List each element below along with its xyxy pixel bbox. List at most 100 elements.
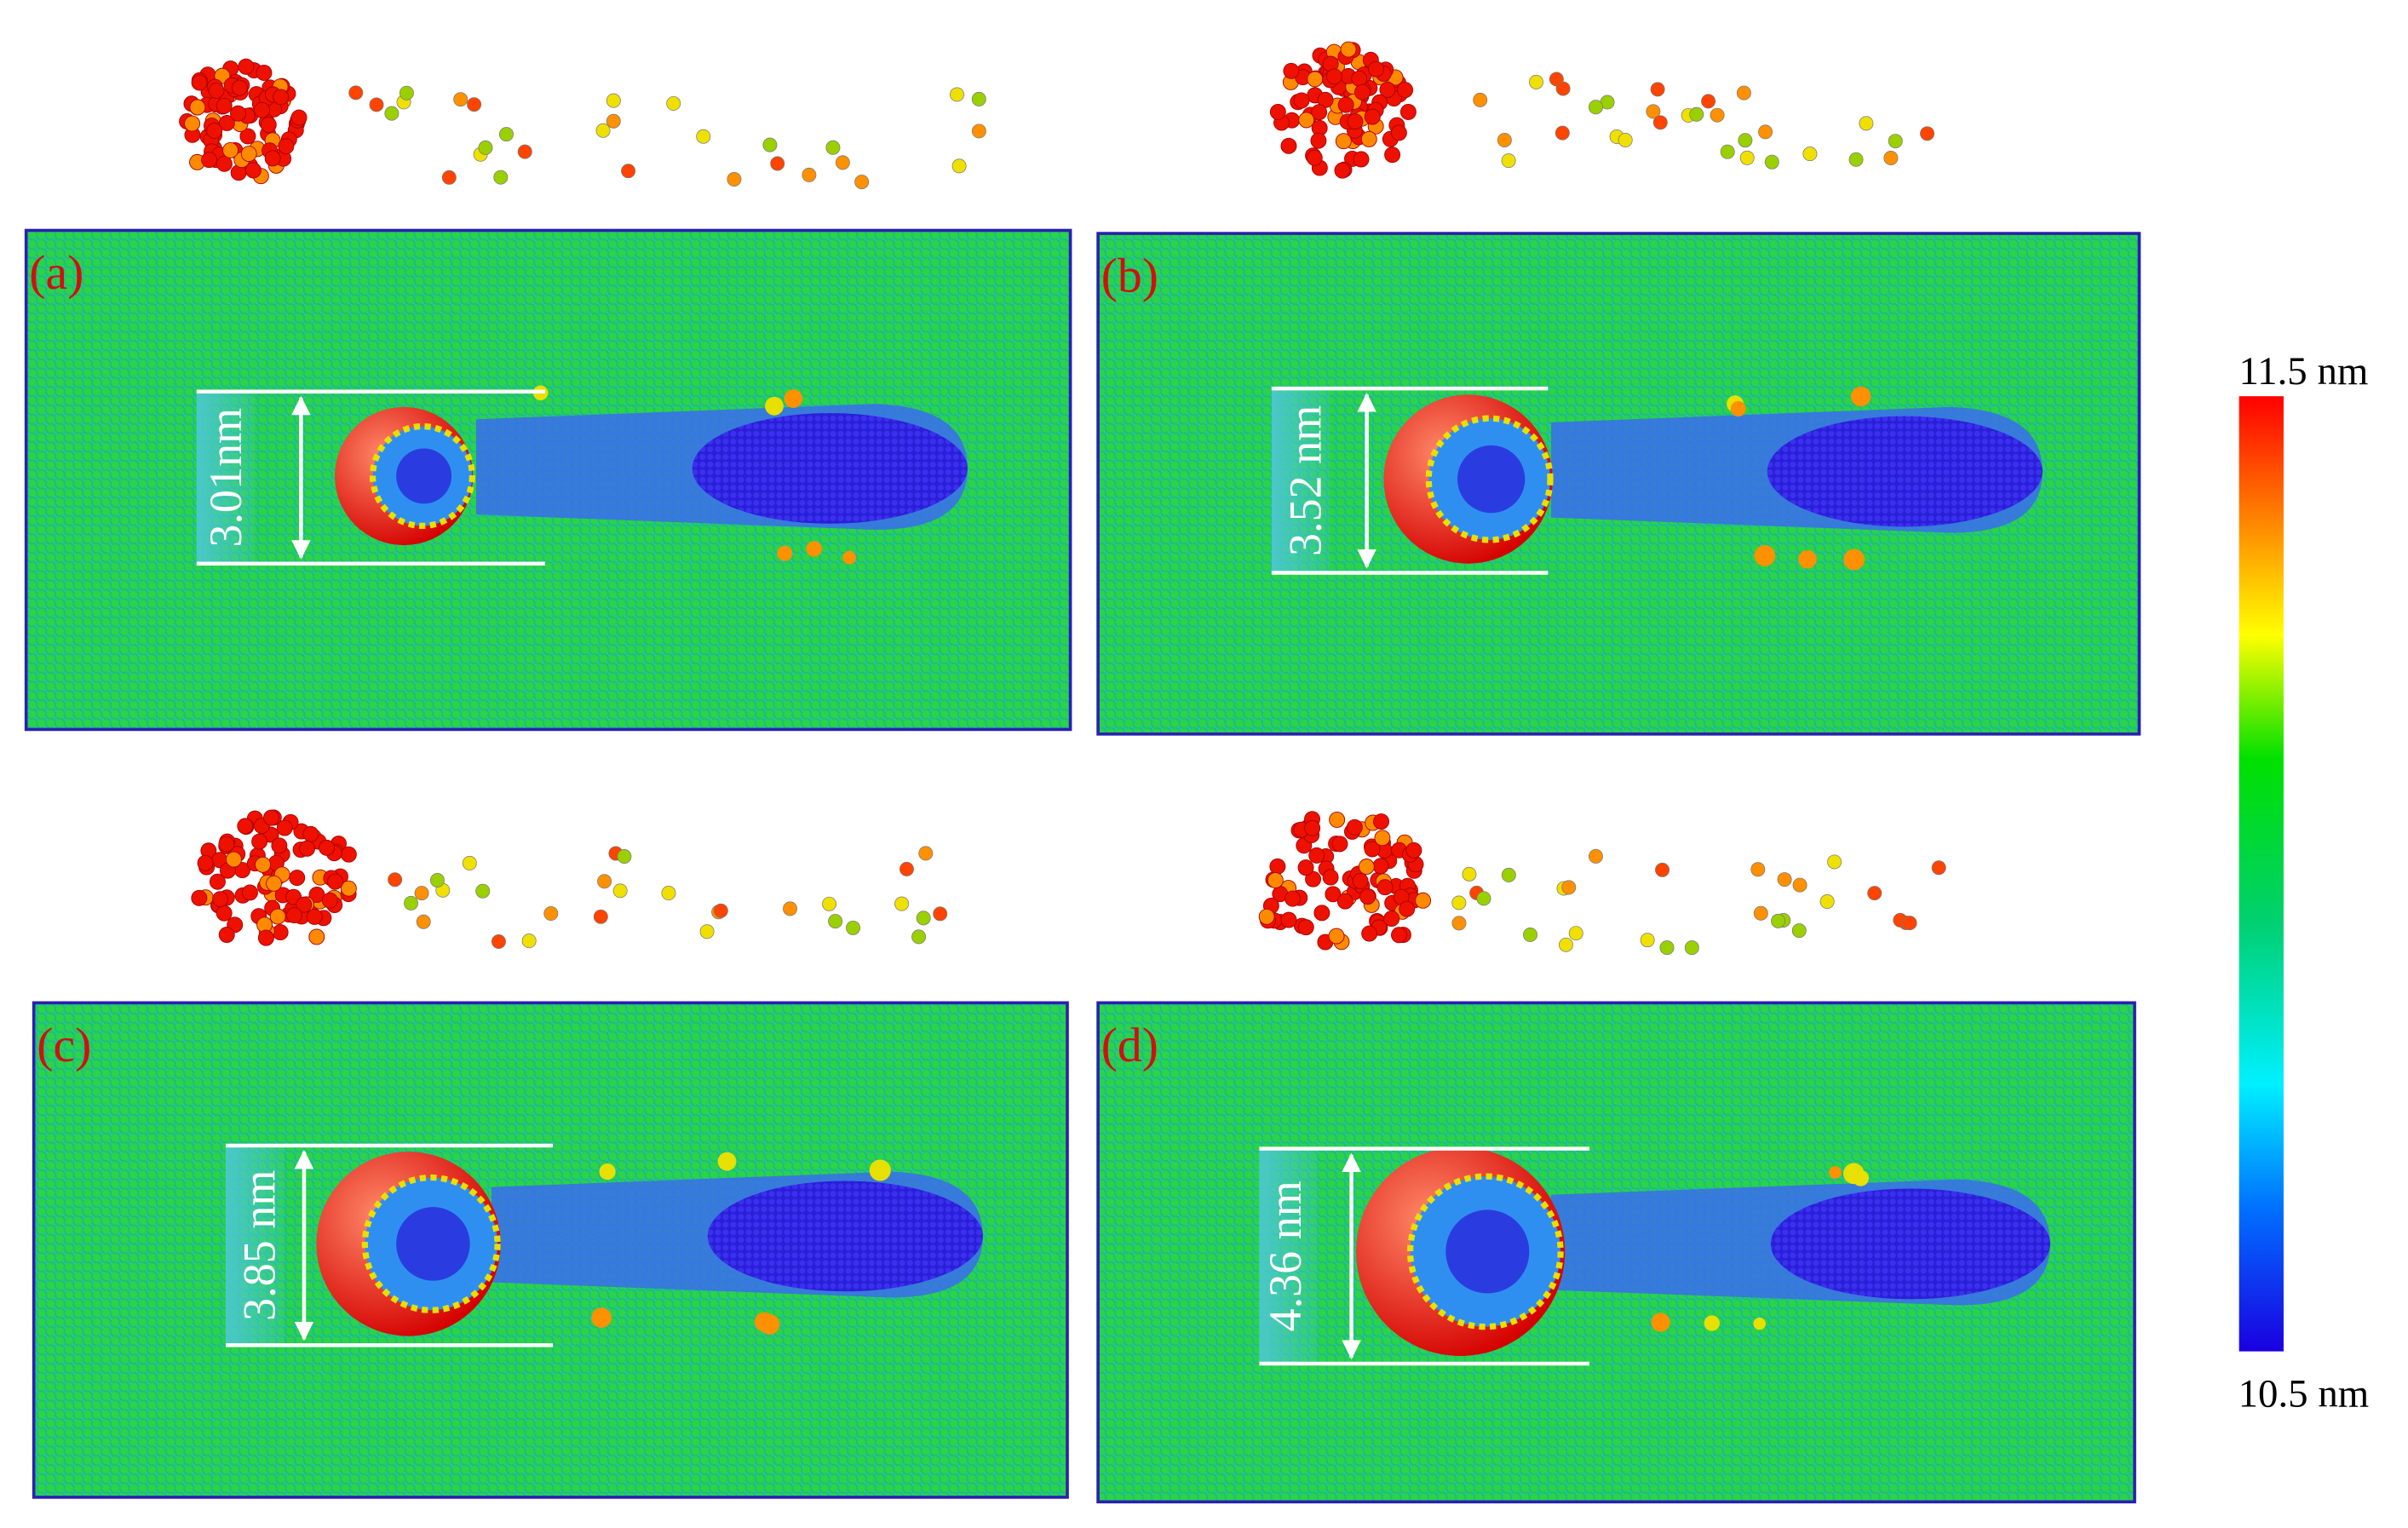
cluster-atom bbox=[1283, 62, 1300, 79]
cluster-atom bbox=[209, 873, 226, 890]
cluster-atom bbox=[414, 886, 429, 901]
debris bbox=[599, 1163, 616, 1180]
cluster-atom bbox=[478, 140, 493, 155]
cluster-atom bbox=[1848, 152, 1864, 167]
cluster-atom bbox=[1561, 880, 1577, 895]
cluster-atom bbox=[1827, 854, 1842, 870]
cluster-atom bbox=[266, 875, 282, 892]
debris bbox=[1829, 1166, 1842, 1179]
cluster-atom bbox=[189, 99, 206, 116]
cluster-atom bbox=[597, 874, 612, 889]
cluster-atom bbox=[1655, 862, 1670, 877]
cluster-atom bbox=[1501, 153, 1516, 169]
cluster-atom bbox=[1267, 872, 1284, 889]
debris bbox=[1730, 400, 1746, 417]
cluster-atom bbox=[1383, 910, 1400, 928]
debris bbox=[1753, 1317, 1766, 1330]
cluster-atom bbox=[306, 908, 323, 925]
cluster-atom bbox=[916, 910, 931, 926]
cluster-atom bbox=[825, 140, 841, 155]
cluster-atom bbox=[1640, 933, 1655, 948]
measurement-label: 3.85 nm bbox=[234, 1170, 285, 1321]
cluster-atom bbox=[462, 855, 477, 870]
trench-deep bbox=[707, 1180, 983, 1292]
cluster-atom bbox=[237, 818, 254, 835]
cluster-atom bbox=[1269, 858, 1286, 875]
trench-deep bbox=[1770, 1188, 2050, 1300]
cluster-atom bbox=[1354, 83, 1371, 101]
cluster-atom bbox=[1391, 927, 1407, 944]
cluster-atom bbox=[244, 162, 261, 179]
debris bbox=[1850, 386, 1871, 407]
cluster-atom bbox=[241, 884, 258, 901]
cluster-atom bbox=[1710, 107, 1725, 123]
cluster-atom bbox=[441, 169, 457, 185]
debris bbox=[759, 1313, 780, 1335]
cluster-atom bbox=[1659, 940, 1675, 956]
cluster-atom bbox=[1588, 100, 1603, 115]
cluster-atom bbox=[208, 82, 225, 99]
cluster-atom bbox=[238, 58, 255, 75]
panel-label: (c) bbox=[37, 1019, 91, 1072]
cluster-atom bbox=[1368, 60, 1384, 78]
cluster-atom bbox=[770, 156, 785, 171]
cluster-atom bbox=[1771, 913, 1785, 928]
cluster-atom bbox=[273, 89, 290, 106]
cluster-atom bbox=[1359, 888, 1376, 905]
cluster-atom bbox=[429, 873, 445, 888]
cluster-atom bbox=[216, 97, 233, 114]
colorbar bbox=[2238, 396, 2284, 1352]
cluster-atom bbox=[276, 819, 293, 836]
debris bbox=[717, 1152, 737, 1171]
cluster-atom bbox=[191, 74, 208, 91]
cluster-atom bbox=[621, 164, 636, 179]
panel: 4.36 nm (d) bbox=[1096, 811, 2136, 1504]
cluster-atom bbox=[1399, 103, 1417, 120]
cluster-atom bbox=[713, 903, 728, 918]
cluster-atom bbox=[1379, 81, 1396, 98]
cluster-atom bbox=[951, 158, 967, 174]
debris bbox=[1754, 545, 1776, 566]
cluster-atom bbox=[835, 155, 850, 170]
cluster-atom bbox=[384, 106, 399, 121]
debris bbox=[1798, 549, 1817, 569]
colorbar-min: 10.5 nm bbox=[2238, 1372, 2370, 1416]
cluster-atom bbox=[661, 885, 676, 900]
cluster-atom bbox=[1280, 137, 1297, 154]
cluster-atom bbox=[612, 883, 628, 899]
cluster-atom bbox=[388, 872, 403, 888]
cluster-atom bbox=[1331, 836, 1348, 853]
cluster-atom bbox=[762, 137, 778, 152]
cluster-atom bbox=[263, 809, 279, 826]
cluster-atom bbox=[1867, 886, 1882, 901]
cluster-atom bbox=[1473, 92, 1488, 107]
cluster-atom bbox=[1883, 151, 1899, 165]
cluster-atom bbox=[499, 127, 514, 142]
cluster-atom bbox=[1293, 92, 1310, 109]
debris bbox=[806, 541, 822, 557]
cluster-atom bbox=[1555, 125, 1570, 141]
cluster-atom bbox=[218, 927, 235, 943]
cluster-atom bbox=[286, 907, 302, 924]
cluster-atom bbox=[1523, 927, 1537, 942]
cluster-atom bbox=[617, 849, 632, 864]
measurement-label: 3.52 nm bbox=[1279, 405, 1330, 556]
cluster-atom bbox=[231, 79, 248, 96]
cluster-atom bbox=[822, 896, 837, 911]
cluster-atom bbox=[1888, 134, 1903, 149]
debris bbox=[1843, 1163, 1865, 1185]
cluster-atom bbox=[1328, 928, 1345, 945]
debris bbox=[765, 396, 784, 416]
debris bbox=[1843, 549, 1865, 571]
cluster-atom bbox=[1364, 108, 1381, 125]
panel: 3.52 nm (b) bbox=[1096, 41, 2141, 736]
debris bbox=[1651, 1313, 1670, 1332]
cluster-atom bbox=[218, 114, 235, 131]
cluster-atom bbox=[1305, 870, 1322, 888]
measure-shade bbox=[226, 1146, 284, 1346]
pile-core bbox=[396, 448, 452, 504]
debris bbox=[869, 1159, 891, 1181]
cluster-atom bbox=[595, 123, 611, 138]
cluster-atom bbox=[1322, 869, 1339, 886]
cluster-atom bbox=[1335, 133, 1352, 150]
